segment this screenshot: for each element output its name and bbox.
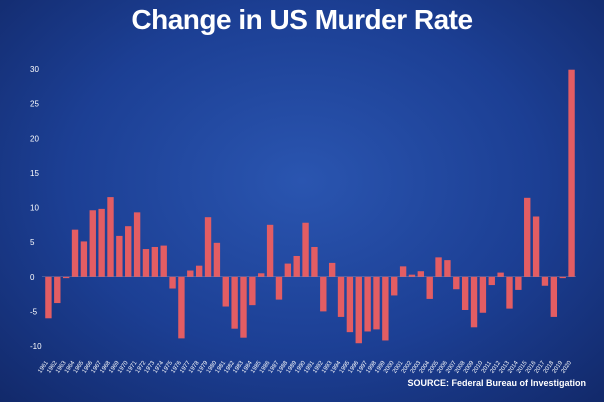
bar-2004 xyxy=(426,276,433,299)
bar-1998 xyxy=(373,276,380,330)
bar-1963 xyxy=(62,276,70,279)
chart-title: Change in US Murder Rate xyxy=(131,4,473,35)
bar-1975 xyxy=(169,276,176,289)
bar-1969 xyxy=(116,235,123,277)
bar-1986 xyxy=(266,224,274,277)
source-note: SOURCE: Federal Bureau of Investigation xyxy=(407,378,586,388)
y-tick-label: 20 xyxy=(30,134,39,143)
bar-1981 xyxy=(222,276,229,307)
bars xyxy=(45,69,575,344)
bar-1976 xyxy=(178,276,185,339)
bar-2019 xyxy=(559,276,566,279)
bar-2013 xyxy=(506,276,513,309)
bar-2014 xyxy=(515,276,522,290)
y-tick-label: 25 xyxy=(30,100,39,109)
bar-2012 xyxy=(497,272,504,277)
bar-2009 xyxy=(470,276,478,328)
bar-1992 xyxy=(320,276,327,312)
bar-1967 xyxy=(98,208,105,277)
bar-1964 xyxy=(71,229,79,277)
bar-2002 xyxy=(408,274,416,277)
bar-1971 xyxy=(133,212,141,277)
y-tick-label: -5 xyxy=(30,307,38,316)
bar-2001 xyxy=(399,266,407,277)
bar-1987 xyxy=(275,276,283,300)
bar-2015 xyxy=(524,197,531,277)
bar-2010 xyxy=(479,276,487,313)
bar-1990 xyxy=(302,222,309,277)
bar-1968 xyxy=(107,197,114,277)
bar-2011 xyxy=(488,276,495,286)
bar-1970 xyxy=(125,226,132,277)
bar-1995 xyxy=(346,276,354,333)
bar-1993 xyxy=(328,262,336,277)
bar-2017 xyxy=(541,276,549,286)
bar-1982 xyxy=(231,276,238,329)
x-axis: 1961196219631964196519661967196819691970… xyxy=(37,360,573,375)
bar-1988 xyxy=(284,263,292,277)
bar-1994 xyxy=(337,276,345,317)
y-tick-label: -10 xyxy=(30,342,42,351)
bar-2008 xyxy=(461,276,469,310)
bar-1997 xyxy=(364,276,371,332)
y-tick-label: 0 xyxy=(30,273,35,282)
bar-2000 xyxy=(391,276,398,296)
bar-1961 xyxy=(45,276,52,319)
bar-1972 xyxy=(142,249,150,277)
bar-1974 xyxy=(160,245,167,277)
bar-1973 xyxy=(151,246,159,277)
y-tick-label: 5 xyxy=(30,238,35,247)
bar-2016 xyxy=(532,216,540,277)
y-tick-label: 30 xyxy=(30,65,39,74)
bar-1985 xyxy=(258,273,265,277)
bar-1989 xyxy=(293,255,300,277)
bar-2005 xyxy=(435,257,442,277)
bar-1983 xyxy=(240,276,247,338)
bar-1999 xyxy=(382,276,389,341)
x-tick-label: 2020 xyxy=(560,360,573,375)
bar-1966 xyxy=(89,210,96,277)
y-axis: -10 -5 0 5 10 15 20 25 30 xyxy=(30,65,42,351)
bar-2018 xyxy=(550,276,558,317)
bar-1996 xyxy=(355,276,362,344)
bar-1984 xyxy=(249,276,256,306)
bar-2007 xyxy=(453,276,460,290)
bar-1978 xyxy=(195,265,203,277)
bar-2020 xyxy=(568,69,575,277)
y-tick-label: 15 xyxy=(30,169,39,178)
y-tick-label: 10 xyxy=(30,204,39,213)
bar-1991 xyxy=(311,246,318,277)
bar-2003 xyxy=(417,271,425,277)
bar-1980 xyxy=(213,242,221,277)
bar-2006 xyxy=(444,260,451,277)
bar-1962 xyxy=(54,276,61,304)
bar-1977 xyxy=(187,270,194,277)
bar-1965 xyxy=(80,241,88,277)
bar-1979 xyxy=(204,217,212,277)
